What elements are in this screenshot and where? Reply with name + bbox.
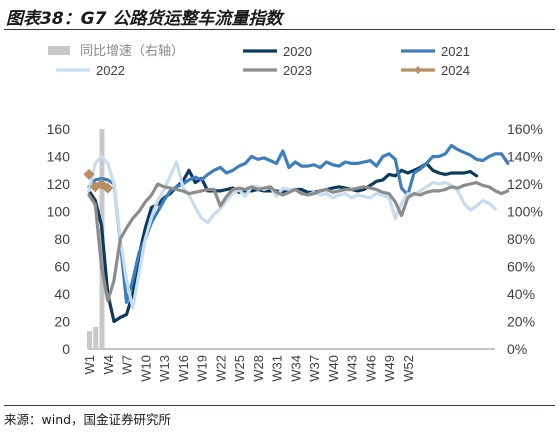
x-tick-label: W7 (120, 355, 135, 375)
y-left-tick-label: 60 (54, 259, 70, 275)
marker-2024 (83, 168, 95, 180)
y-left-tick-label: 20 (54, 314, 70, 330)
y-right-tick-label: 140% (507, 149, 543, 165)
legend-label: 2024 (441, 63, 470, 78)
x-tick-label: W1 (82, 355, 97, 375)
y-left-tick-label: 140 (47, 149, 71, 165)
x-tick-label: W40 (326, 355, 341, 382)
source-note: 来源：wind，国金证券研究所 (4, 412, 172, 427)
x-tick-label: W16 (176, 355, 191, 382)
x-tick-label: W4 (101, 355, 116, 375)
line-2022 (87, 154, 497, 310)
x-tick-label: W46 (363, 355, 378, 382)
x-tick-label: W28 (251, 355, 266, 382)
footer-rule (4, 405, 555, 406)
marker-2024 (102, 182, 114, 194)
legend-label: 2022 (96, 63, 125, 78)
y-right-tick-label: 40% (507, 286, 535, 302)
x-tick-label: W49 (382, 355, 397, 382)
legend-label: 2020 (283, 44, 312, 59)
x-tick-label: W25 (232, 355, 247, 382)
x-tick-label: W34 (288, 355, 303, 382)
title-rule (4, 29, 555, 30)
x-tick-label: W52 (401, 355, 416, 382)
y-left-tick-label: 40 (54, 286, 70, 302)
bar-yoy-growth (87, 331, 92, 349)
legend-swatch-bar (48, 46, 70, 55)
legend-label: 同比增速（右轴） (80, 43, 184, 58)
x-tick-label: W19 (195, 355, 210, 382)
y-left-tick-label: 0 (62, 341, 70, 357)
x-tick-label: W31 (270, 355, 285, 382)
y-left-tick-label: 120 (47, 176, 71, 192)
bar-yoy-growth (93, 327, 99, 349)
line-2021 (87, 143, 510, 304)
x-tick-label: W10 (138, 355, 153, 382)
x-tick-label: W43 (345, 355, 360, 382)
x-tick-label: W37 (307, 355, 322, 382)
legend-label: 2023 (283, 63, 312, 78)
chart-title: 图表38：G7 公路货运整车流量指数 (6, 9, 283, 29)
y-left-tick-label: 160 (47, 121, 71, 137)
line-2020 (87, 161, 479, 324)
y-left-tick-label: 80 (54, 231, 70, 247)
legend-label: 2021 (441, 44, 470, 59)
y-right-tick-label: 100% (507, 204, 543, 220)
x-tick-label: W22 (213, 355, 228, 382)
y-right-tick-label: 160% (507, 121, 543, 137)
line-2023 (87, 181, 510, 303)
y-right-tick-label: 80% (507, 231, 535, 247)
y-right-tick-label: 20% (507, 314, 535, 330)
y-right-tick-label: 120% (507, 176, 543, 192)
y-right-tick-label: 60% (507, 259, 535, 275)
y-left-tick-label: 100 (47, 204, 71, 220)
y-right-tick-label: 0% (507, 341, 527, 357)
x-tick-label: W13 (157, 355, 172, 382)
legend-marker-2024 (414, 66, 422, 74)
